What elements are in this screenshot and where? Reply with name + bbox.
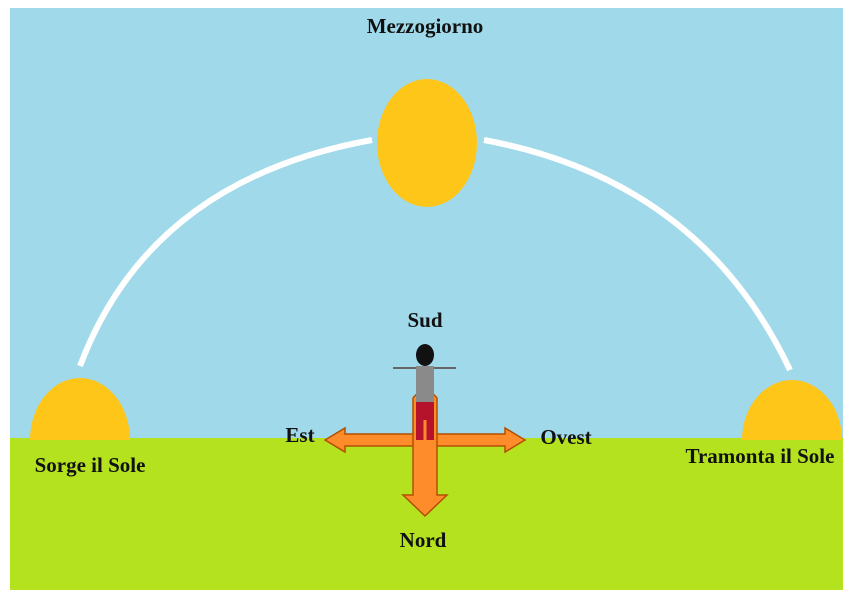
noon-sun xyxy=(377,79,477,207)
diagram: Mezzogiorno Sud Est Ovest Nord Sorge il … xyxy=(0,0,850,592)
south-label: Sud xyxy=(407,308,442,332)
north-label: Nord xyxy=(400,528,447,552)
noon-label: Mezzogiorno xyxy=(367,14,484,38)
east-label: Est xyxy=(285,423,314,447)
sunrise-label: Sorge il Sole xyxy=(35,453,146,477)
sunset-label: Tramonta il Sole xyxy=(686,444,835,468)
west-label: Ovest xyxy=(540,425,591,449)
